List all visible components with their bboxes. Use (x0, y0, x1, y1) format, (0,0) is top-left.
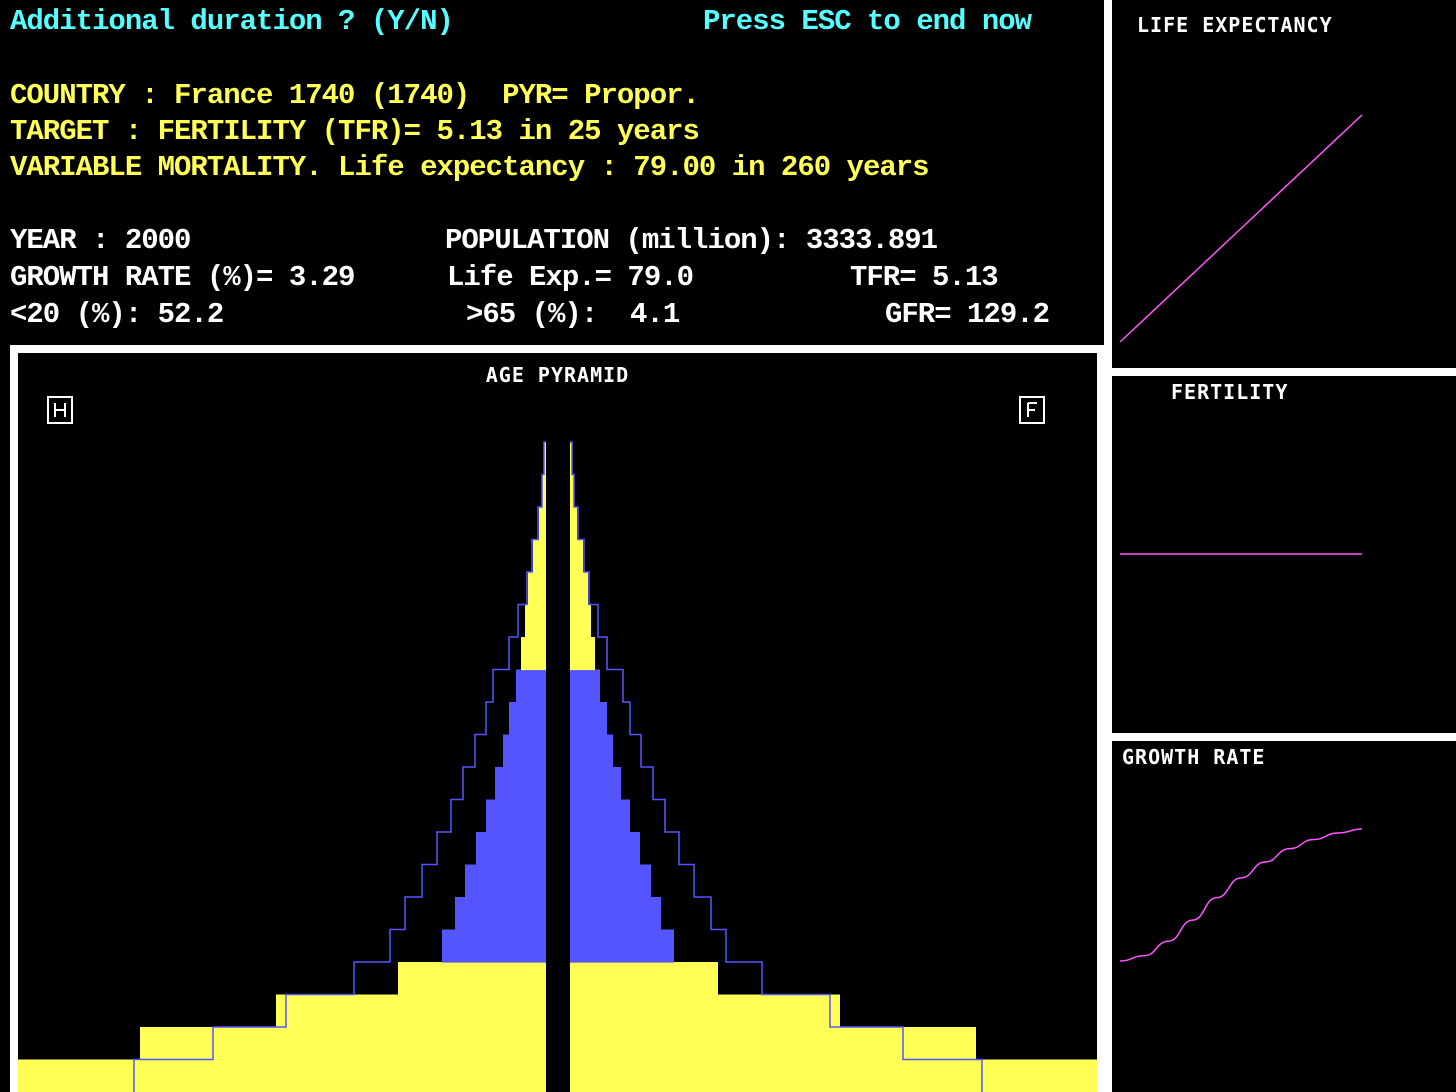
male-bar-50-54 (503, 734, 546, 768)
male-glyph (54, 403, 66, 417)
male-bar-40-44 (486, 799, 546, 833)
pyramid-center-axis (546, 437, 570, 1092)
growth-rate-title: GROWTH RATE (1122, 745, 1266, 769)
female-bar-70-74 (570, 604, 591, 638)
continue-prompt[interactable]: Additional duration ? (Y/N) (10, 5, 454, 38)
male-bar-80-84 (533, 539, 546, 573)
male-previous-outline (133, 441, 546, 1092)
male-bar-75-79 (528, 572, 546, 606)
female-bar-10-14 (570, 994, 840, 1028)
male-bar-45-49 (495, 767, 546, 801)
female-bar-5-9 (570, 1027, 976, 1061)
mortality-line: VARIABLE MORTALITY. Life expectancy : 79… (10, 151, 930, 184)
male-label (47, 396, 73, 424)
country-line: COUNTRY : France 1740 (1740) PYR= Propor… (10, 79, 700, 112)
life-expectancy-title: LIFE EXPECTANCY (1137, 13, 1333, 37)
esc-hint[interactable]: Press ESC to end now (703, 5, 1032, 38)
female-bar-50-54 (570, 734, 613, 768)
life-expectancy-panel: LIFE EXPECTANCY (1112, 0, 1456, 368)
divider-side-2 (1104, 733, 1456, 741)
growth-rate-curve (1119, 828, 1363, 962)
female-previous-outline (570, 441, 983, 1092)
growth-rate-value: GROWTH RATE (%)= 3.29 (10, 261, 355, 294)
female-bar-80-84 (570, 539, 583, 573)
male-bar-10-14 (276, 994, 546, 1028)
target-line: TARGET : FERTILITY (TFR)= 5.13 in 25 yea… (10, 115, 700, 148)
male-bar-5-9 (140, 1027, 546, 1061)
male-bar-70-74 (525, 604, 546, 638)
female-bar-60-64 (570, 669, 600, 703)
age-pyramid-panel: AGE PYRAMID (18, 353, 1097, 1092)
female-bar-20-24 (570, 929, 674, 963)
female-bar-55-59 (570, 702, 607, 736)
male-bar-35-39 (476, 832, 546, 866)
pyramid-frame-left (10, 345, 18, 1092)
male-bar-65-69 (521, 637, 546, 671)
female-bar-65-69 (570, 637, 595, 671)
male-bar-25-29 (455, 897, 546, 931)
divider-horizontal (10, 345, 1104, 353)
female-bar-45-49 (570, 767, 621, 801)
female-label (1019, 396, 1045, 424)
female-bar-40-44 (570, 799, 630, 833)
pyramid-title: AGE PYRAMID (485, 363, 630, 387)
female-bar-75-79 (570, 572, 588, 606)
female-bar-35-39 (570, 832, 640, 866)
female-bar-90-94 (570, 474, 574, 508)
gfr-value: GFR= 129.2 (885, 298, 1050, 331)
divider-vertical (1104, 0, 1112, 1092)
male-bar-90-94 (542, 474, 546, 508)
female-bar-25-29 (570, 897, 661, 931)
male-bar-85-89 (539, 507, 546, 541)
male-bar-30-34 (465, 864, 546, 898)
growth-rate-chart (1119, 828, 1363, 962)
life-expectancy-chart (1119, 114, 1363, 343)
male-bar-55-59 (509, 702, 546, 736)
female-bar-15-19 (570, 962, 718, 996)
female-glyph (1027, 402, 1037, 417)
female-bar-95-99 (570, 442, 572, 476)
life-expectancy-curve (1119, 114, 1363, 343)
female-bar-0-4 (570, 1059, 1097, 1092)
fertility-title: FERTILITY (1171, 380, 1289, 404)
male-bar-15-19 (398, 962, 546, 996)
population-value: POPULATION (million): 3333.891 (445, 224, 938, 257)
life-exp-value: Life Exp.= 79.0 (447, 261, 694, 294)
pyramid-chart (18, 437, 1097, 1092)
year-value: YEAR : 2000 (10, 224, 191, 257)
male-bar-60-64 (516, 669, 546, 703)
pyramid-frame-right (1097, 345, 1105, 1092)
tfr-value: TFR= 5.13 (850, 261, 999, 294)
growth-rate-panel: GROWTH RATE (1112, 741, 1456, 1092)
stats-area: Additional duration ? (Y/N) Press ESC to… (0, 0, 1104, 345)
fertility-chart (1120, 553, 1362, 555)
female-bar-85-89 (570, 507, 577, 541)
divider-side-1 (1104, 368, 1456, 376)
male-bar-20-24 (442, 929, 546, 963)
female-bar-30-34 (570, 864, 651, 898)
under20-value: <20 (%): 52.2 (10, 298, 224, 331)
male-bar-0-4 (18, 1059, 546, 1092)
over65-value: >65 (%): 4.1 (466, 298, 680, 331)
fertility-panel: FERTILITY (1112, 376, 1456, 733)
male-bar-95-99 (544, 442, 546, 476)
